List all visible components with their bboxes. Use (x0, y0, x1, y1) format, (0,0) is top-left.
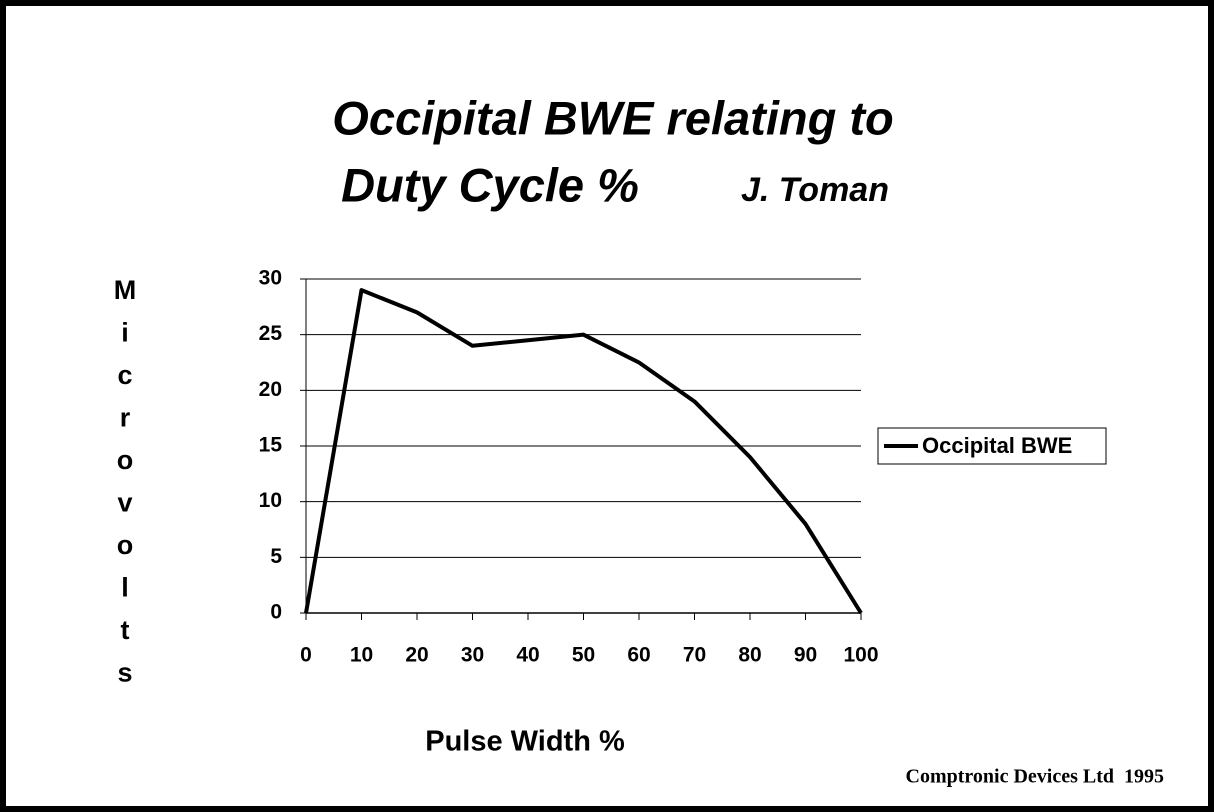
y-tick-label: 0 (270, 601, 282, 624)
chart-title: Duty Cycle % (341, 158, 639, 211)
legend-label: Occipital BWE (922, 433, 1072, 458)
y-tick-label: 30 (259, 267, 282, 290)
y-tick-label: 20 (259, 378, 282, 401)
x-tick-label: 60 (627, 644, 650, 667)
y-tick-label: 5 (270, 545, 282, 568)
x-tick-label: 90 (794, 644, 817, 667)
chart-title: Occipital BWE relating to (332, 91, 893, 144)
x-tick-label: 30 (461, 644, 484, 667)
x-axis-label: Pulse Width % (425, 726, 625, 758)
footer: Comptronic Devices Ltd 1995 (906, 766, 1165, 788)
y-tick-label: 10 (259, 489, 282, 512)
y-tick-label: 25 (259, 322, 283, 345)
x-tick-label: 80 (738, 644, 761, 667)
data-line (304, 288, 863, 615)
x-tick-label: 10 (350, 644, 373, 667)
x-tick-label: 100 (843, 644, 878, 667)
y-tick-label: 15 (259, 434, 283, 457)
chart-subtitle: J. Toman (741, 171, 889, 209)
x-tick-label: 20 (405, 644, 428, 667)
x-tick-label: 0 (300, 644, 312, 667)
x-tick-label: 40 (516, 644, 539, 667)
legend-box (877, 427, 1107, 465)
x-tick-label: 70 (683, 644, 706, 667)
x-tick-label: 50 (572, 644, 595, 667)
